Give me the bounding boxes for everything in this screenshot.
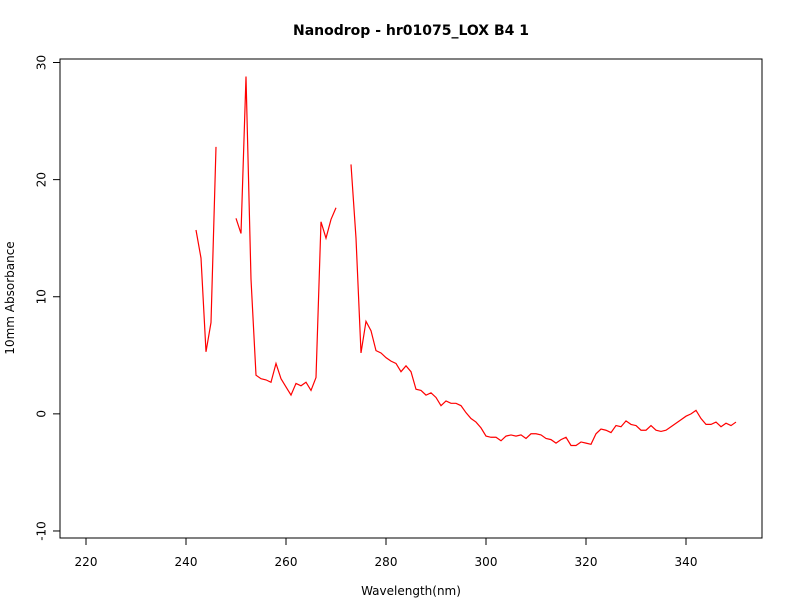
y-tick-label: -10: [35, 521, 49, 541]
x-tick-label: 300: [475, 555, 498, 569]
x-tick-label: 320: [575, 555, 598, 569]
x-tick-label: 260: [275, 555, 298, 569]
x-tick-label: 340: [675, 555, 698, 569]
y-tick-label: 10: [35, 289, 49, 304]
plot-frame: [59, 58, 763, 539]
y-tick-label: 30: [35, 55, 49, 70]
y-tick-label: 0: [35, 410, 49, 418]
chart-title: Nanodrop - hr01075_LOX B4 1: [293, 23, 529, 39]
x-axis-label: Wavelength(nm): [361, 584, 461, 598]
y-axis-label: 10mm Absorbance: [3, 241, 17, 354]
data-line: [195, 76, 737, 447]
x-tick-label: 240: [175, 555, 198, 569]
x-tick-label: 220: [75, 555, 98, 569]
x-tick-label: 280: [375, 555, 398, 569]
y-tick-label: 20: [35, 172, 49, 187]
